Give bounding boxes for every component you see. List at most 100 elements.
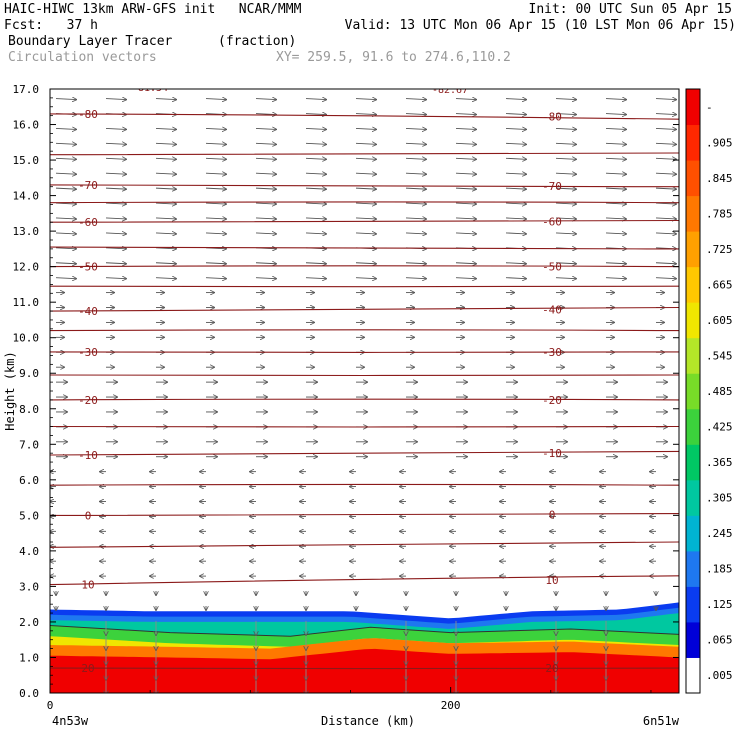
vector-arrow [405, 114, 426, 115]
vector-arrow [305, 114, 326, 115]
vector-arrow [555, 203, 576, 204]
vector-arrow [355, 233, 376, 234]
vector-arrow [405, 188, 426, 189]
vector-arrow [55, 218, 76, 219]
vector-arrow [205, 218, 226, 219]
colorbar-label: .485 [706, 385, 733, 398]
colorbar-label: .365 [706, 456, 733, 469]
colorbar-frame [685, 88, 701, 694]
header-init: Init: 00 UTC Sun 05 Apr 15 [528, 2, 733, 17]
vector-arrow [105, 263, 126, 264]
vector-arrow [355, 278, 376, 279]
vector-arrow [655, 143, 676, 144]
contour-label: -60 [542, 215, 562, 228]
vector-arrow [655, 99, 676, 100]
contour-line [50, 329, 679, 332]
vector-arrow [255, 218, 276, 219]
vector-arrow [405, 263, 426, 264]
vector-arrow [205, 128, 226, 129]
y-tick-label: 9.0 [19, 367, 39, 380]
colorbar-label: .305 [706, 492, 733, 505]
vector-arrow [355, 143, 376, 144]
contour-line [50, 306, 679, 312]
colorbar-label: .245 [706, 527, 733, 540]
y-tick-label: 1.0 [19, 651, 39, 664]
contour-line [50, 184, 679, 188]
vector-arrow [455, 218, 476, 219]
vector-arrow [55, 233, 76, 234]
y-tick-label: 4.0 [19, 545, 39, 558]
vector-arrow [155, 128, 176, 129]
vector-arrow [355, 114, 376, 115]
contour-label: -80 [542, 111, 562, 124]
vector-arrow [655, 114, 676, 115]
colorbar-label: .725 [706, 243, 733, 256]
colorbar-label: .785 [706, 207, 733, 220]
vector-arrow [455, 158, 476, 159]
y-tick-label: 5.0 [19, 509, 39, 522]
vector-arrow [205, 233, 226, 234]
contour-line [50, 667, 679, 670]
colorbar-label: .905 [706, 136, 733, 149]
vector-arrow [655, 188, 676, 189]
contour-line [50, 541, 679, 548]
contour-line [50, 351, 679, 353]
x-tick-label: 0 [47, 699, 54, 712]
vector-arrow [305, 218, 326, 219]
vector-arrow [205, 143, 226, 144]
vector-arrow [355, 173, 376, 174]
colorbar-swatch [686, 337, 700, 374]
contour-line [50, 450, 679, 456]
vector-arrow [105, 218, 126, 219]
vector-arrow [505, 173, 526, 174]
y-tick-label: 13.0 [13, 225, 40, 238]
contour-label: -80 [78, 108, 98, 121]
vector-arrow [55, 99, 76, 100]
vector-arrow [605, 114, 626, 115]
vector-arrow [305, 263, 326, 264]
vector-arrow [355, 158, 376, 159]
contour-label: -30 [542, 346, 562, 359]
vector-arrow [255, 233, 276, 234]
vector-arrow [555, 188, 576, 189]
contour-line [50, 483, 679, 486]
vector-arrow [155, 203, 176, 204]
contour-line [50, 246, 679, 250]
contour-label: 10 [545, 574, 558, 587]
vector-arrow [105, 188, 126, 189]
colorbar-label: .065 [706, 634, 733, 647]
tracer-outline-contour [50, 625, 679, 637]
contour-label: -70 [78, 179, 98, 192]
header-valid: Valid: 13 UTC Mon 06 Apr 15 (10 LST Mon … [344, 18, 736, 33]
vector-arrow [105, 158, 126, 159]
vector-arrow [205, 263, 226, 264]
contour-label: -50 [542, 261, 562, 274]
vector-arrow [655, 263, 676, 264]
vector-arrow [105, 278, 126, 279]
contour-label: -10 [78, 449, 98, 462]
vector-arrow [605, 173, 626, 174]
x-right-endpoint: 6n51w [643, 714, 680, 728]
y-tick-label: 12.0 [13, 261, 40, 274]
vector-arrow [55, 128, 76, 129]
plot-frame [49, 88, 680, 694]
y-tick-label: 11.0 [13, 296, 40, 309]
vector-arrow [305, 128, 326, 129]
vector-arrow [605, 158, 626, 159]
vector-arrow [655, 173, 676, 174]
vector-arrow [455, 143, 476, 144]
colorbar-swatch [686, 231, 700, 268]
vector-arrow [255, 99, 276, 100]
contour-label: -20 [78, 394, 98, 407]
field-name: Boundary Layer Tracer [8, 34, 173, 49]
vector-arrow [105, 99, 126, 100]
contour-line [50, 152, 679, 156]
vector-arrow [455, 173, 476, 174]
vector-arrow [405, 128, 426, 129]
colorbar-swatch [686, 302, 700, 339]
header-title: HAIC-HIWC 13km ARW-GFS init NCAR/MMM [4, 2, 302, 17]
header-fcst: Fcst: 37 h [4, 18, 98, 33]
vector-arrow [55, 248, 76, 249]
vector-arrow [255, 114, 276, 115]
